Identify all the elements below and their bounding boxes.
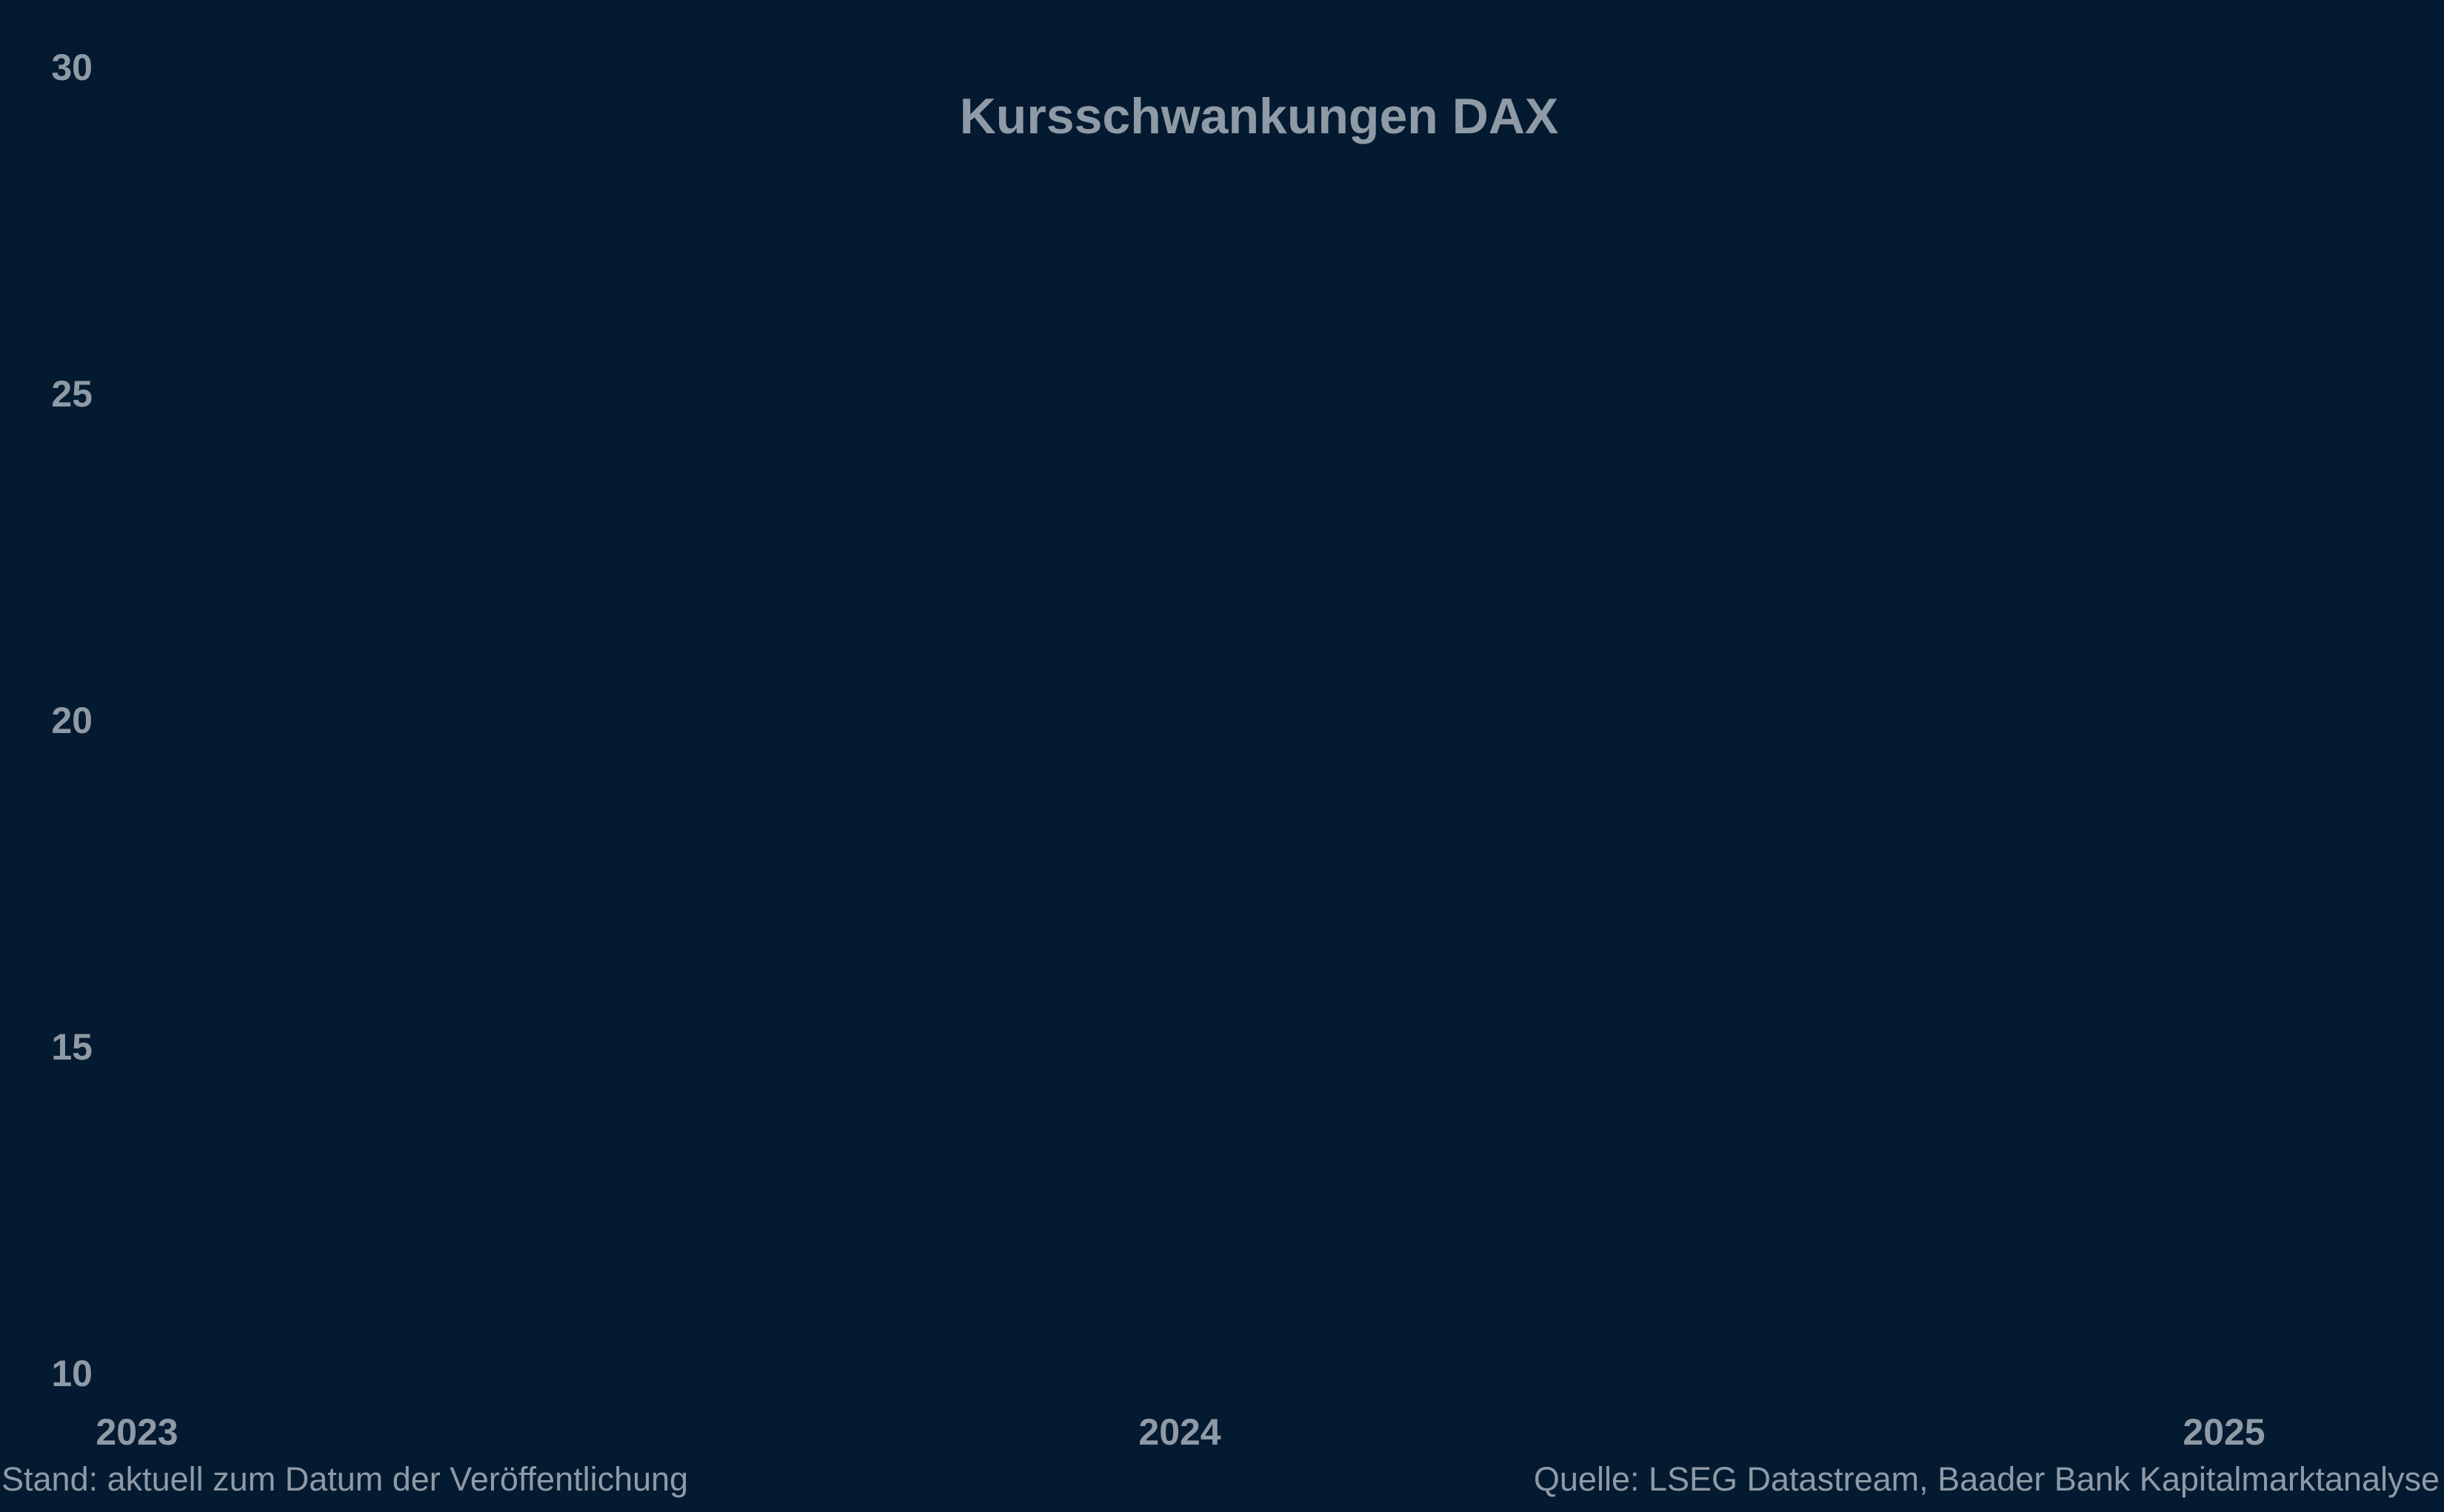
y-tick-20: 20 — [51, 700, 93, 741]
y-tick-30: 30 — [51, 47, 93, 88]
footer-date-note: Stand: aktuell zum Datum der Veröffentli… — [1, 1460, 689, 1498]
footer-source: Quelle: LSEG Datastream, Baader Bank Kap… — [1533, 1460, 2440, 1498]
chart-title: Kursschwankungen DAX — [959, 88, 1559, 144]
y-tick-10: 10 — [51, 1353, 93, 1394]
y-tick-15: 15 — [51, 1026, 93, 1068]
x-tick-2024: 2024 — [1138, 1411, 1221, 1453]
x-tick-2025: 2025 — [2183, 1411, 2266, 1453]
x-tick-2023: 2023 — [96, 1411, 178, 1453]
y-tick-25: 25 — [51, 373, 93, 415]
